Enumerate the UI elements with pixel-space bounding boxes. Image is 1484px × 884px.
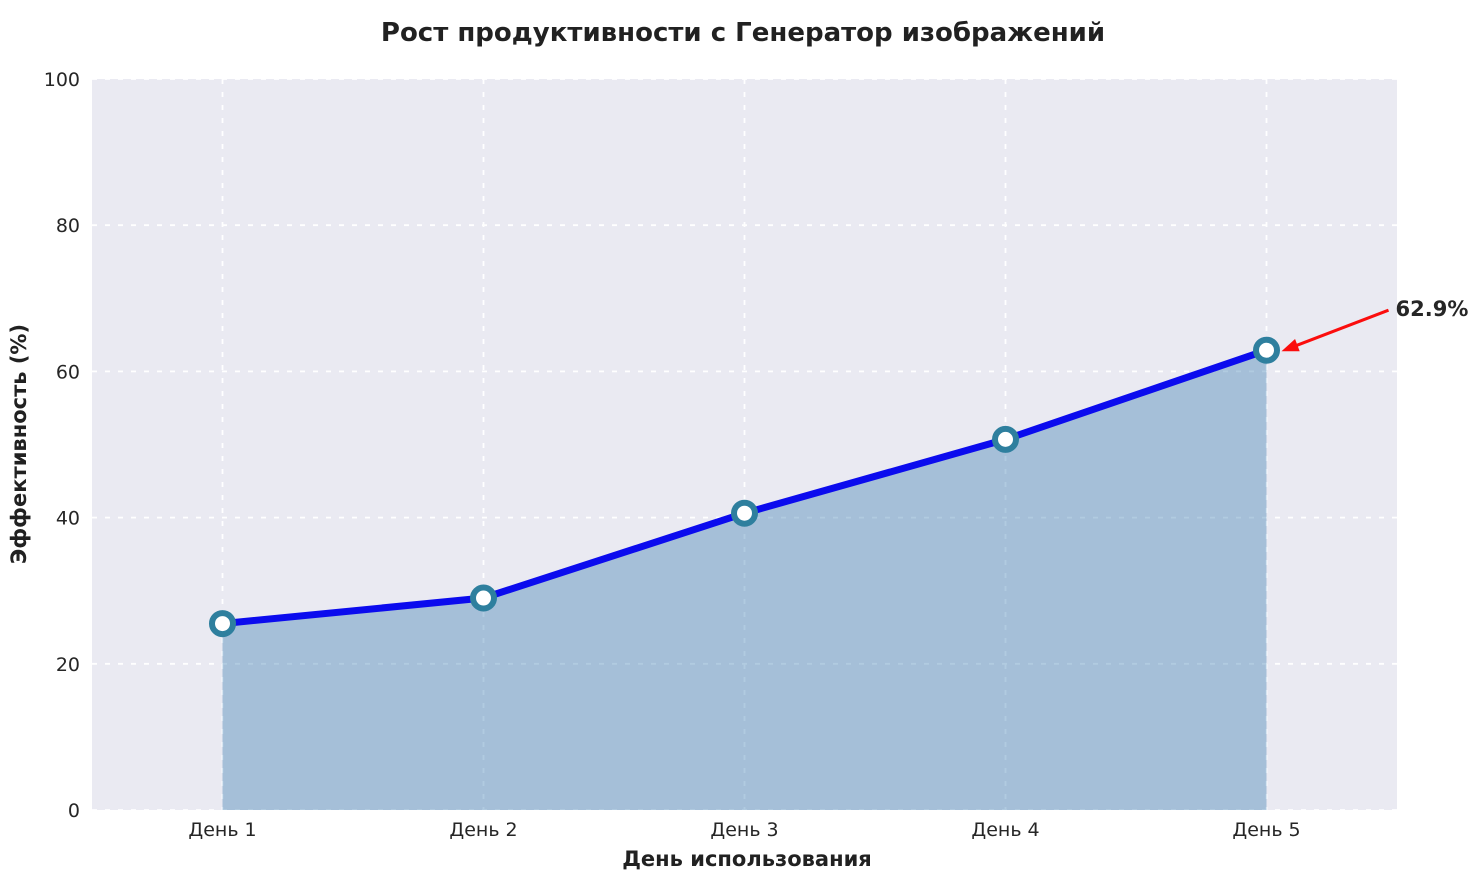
annotation-arrow-head xyxy=(1281,339,1300,352)
data-point-markers xyxy=(209,336,1280,638)
annotation-label: 62.9% xyxy=(1396,297,1469,321)
tick-labels-layer: 0 20 40 60 80 100 День 1 День 2 День 3 День 4 День… xyxy=(44,69,1301,841)
x-axis-label: День использования xyxy=(622,847,872,871)
x-tick-label: День 5 xyxy=(1232,819,1300,841)
y-tick-label: 20 xyxy=(56,654,80,676)
data-point-marker xyxy=(209,610,236,638)
data-point-marker xyxy=(1253,336,1280,364)
chart-title: Рост продуктивности с Генератор изображе… xyxy=(381,18,1105,48)
data-point-marker xyxy=(731,499,758,527)
y-axis-label: Эффективность (%) xyxy=(7,324,31,564)
x-tick-label: День 3 xyxy=(710,819,778,841)
y-tick-label: 100 xyxy=(44,69,80,91)
x-tick-label: День 1 xyxy=(188,819,256,841)
y-tick-label: 60 xyxy=(56,361,80,383)
annotation-arrow-line xyxy=(1293,308,1390,348)
area-fill xyxy=(222,350,1267,810)
y-tick-label: 0 xyxy=(68,800,80,822)
area-fill-layer xyxy=(222,350,1267,810)
x-tick-label: День 2 xyxy=(449,819,517,841)
data-point-marker xyxy=(470,584,497,612)
y-tick-label: 40 xyxy=(56,508,80,530)
x-tick-label: День 4 xyxy=(971,819,1039,841)
data-point-marker xyxy=(992,425,1019,453)
y-tick-label: 80 xyxy=(56,215,80,237)
annotation-arrow-layer xyxy=(1281,308,1390,352)
